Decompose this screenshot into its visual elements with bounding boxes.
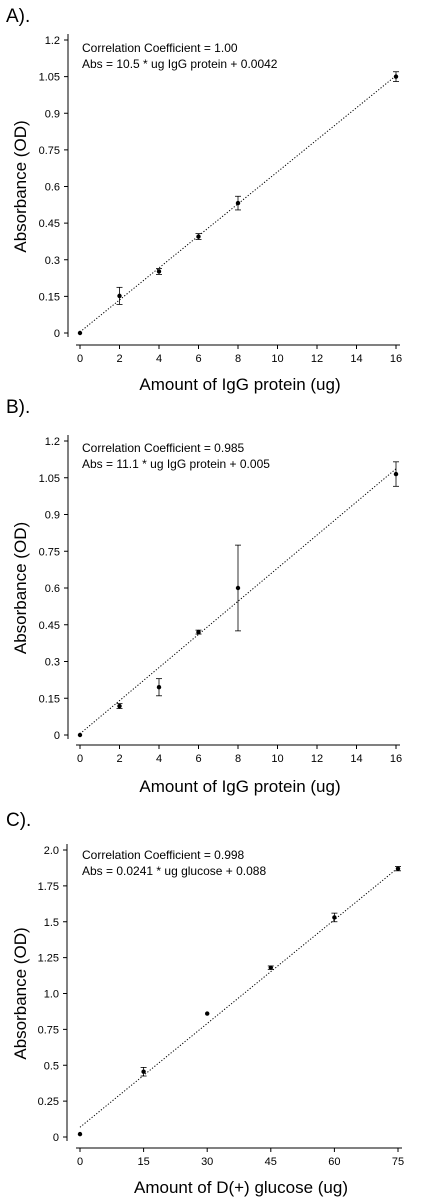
x-tick-label: 2 bbox=[116, 753, 122, 765]
y-tick-label: 0.3 bbox=[45, 255, 60, 267]
correlation-annotation: Correlation Coefficient = 0.985 bbox=[82, 441, 245, 455]
y-tick-label: 0.15 bbox=[39, 693, 60, 705]
y-tick-label: 1.2 bbox=[45, 436, 60, 448]
y-tick-label: 0.5 bbox=[44, 1060, 59, 1072]
y-tick-label: 1.5 bbox=[44, 917, 59, 929]
x-tick-label: 14 bbox=[350, 353, 362, 365]
data-point bbox=[77, 732, 83, 738]
x-tick-label: 15 bbox=[137, 1156, 149, 1168]
data-point bbox=[196, 629, 201, 635]
x-tick-label: 8 bbox=[235, 753, 241, 765]
x-tick-label: 0 bbox=[77, 753, 83, 765]
y-axis-title: Absorbance (OD) bbox=[11, 927, 30, 1059]
equation-annotation: Abs = 10.5 * ug IgG protein + 0.0042 bbox=[82, 57, 278, 71]
x-tick-label: 75 bbox=[392, 1156, 404, 1168]
x-tick-label: 10 bbox=[271, 753, 283, 765]
x-tick-label: 16 bbox=[390, 353, 402, 365]
y-tick-label: 0.45 bbox=[39, 218, 60, 230]
x-tick-label: 12 bbox=[311, 753, 323, 765]
y-tick-label: 0.25 bbox=[38, 1096, 59, 1108]
x-tick-label: 6 bbox=[195, 753, 201, 765]
y-tick-label: 1.2 bbox=[45, 35, 60, 47]
x-tick-label: 10 bbox=[271, 353, 283, 365]
data-point bbox=[268, 965, 273, 970]
x-tick-label: 12 bbox=[311, 353, 323, 365]
y-tick-label: 0.45 bbox=[39, 620, 60, 632]
data-point bbox=[156, 685, 162, 690]
data-point bbox=[196, 234, 201, 239]
data-point bbox=[77, 330, 83, 336]
y-tick-label: 0.3 bbox=[45, 657, 60, 669]
x-axis-title: Amount of IgG protein (ug) bbox=[139, 375, 340, 394]
regression-line bbox=[79, 867, 399, 1128]
y-tick-label: 0.9 bbox=[45, 108, 60, 120]
data-point bbox=[77, 1131, 83, 1137]
y-tick-label: 0 bbox=[54, 328, 60, 340]
y-tick-label: 1.05 bbox=[39, 473, 60, 485]
y-tick-label: 2.0 bbox=[44, 845, 59, 857]
y-axis-title: Absorbance (OD) bbox=[11, 120, 30, 252]
y-tick-label: 0.75 bbox=[38, 1024, 59, 1036]
y-tick-label: 1.05 bbox=[39, 72, 60, 84]
y-tick-label: 1.25 bbox=[38, 953, 59, 965]
x-tick-label: 16 bbox=[390, 753, 402, 765]
data-point bbox=[205, 1011, 210, 1016]
x-tick-label: 8 bbox=[235, 353, 241, 365]
chart-panel-1: A). 0 0.15 0.3 0.45 0.6 0.75 0.9 1.05 1.2 0 2 4 6 8 10 1… bbox=[6, 6, 402, 394]
data-point bbox=[156, 269, 162, 274]
x-tick-label: 0 bbox=[77, 1156, 83, 1168]
x-tick-label: 14 bbox=[350, 753, 362, 765]
x-tick-label: 4 bbox=[156, 353, 162, 365]
x-axis-title: Amount of D(+) glucose (ug) bbox=[134, 1178, 348, 1197]
x-axis-title: Amount of IgG protein (ug) bbox=[139, 777, 340, 796]
panel-label: C). bbox=[6, 810, 31, 831]
data-point bbox=[393, 471, 399, 477]
x-tick-label: 2 bbox=[116, 353, 122, 365]
correlation-annotation: Correlation Coefficient = 0.998 bbox=[82, 848, 245, 862]
y-tick-label: 0 bbox=[53, 1132, 59, 1144]
y-tick-label: 0.75 bbox=[39, 145, 60, 157]
x-tick-label: 0 bbox=[77, 353, 83, 365]
x-tick-label: 4 bbox=[156, 753, 162, 765]
y-tick-label: 0.75 bbox=[39, 546, 60, 558]
x-tick-label: 6 bbox=[195, 353, 201, 365]
x-tick-label: 60 bbox=[328, 1156, 340, 1168]
y-tick-label: 1.75 bbox=[38, 881, 59, 893]
x-tick-label: 45 bbox=[265, 1156, 277, 1168]
data-point bbox=[332, 915, 337, 920]
data-point bbox=[235, 585, 241, 591]
correlation-annotation: Correlation Coefficient = 1.00 bbox=[82, 41, 238, 55]
y-tick-label: 0.15 bbox=[39, 291, 60, 303]
y-tick-label: 0 bbox=[54, 730, 60, 742]
y-tick-label: 0.6 bbox=[45, 583, 60, 595]
data-point bbox=[395, 866, 401, 871]
equation-annotation: Abs = 0.0241 * ug glucose + 0.088 bbox=[82, 864, 266, 878]
chart-panel-3: C). 0 0.25 0.5 0.75 1.0 1.25 1.5 1.75 2.0 0 15 30 45 6… bbox=[6, 810, 404, 1197]
regression-line bbox=[79, 75, 397, 333]
chart-panel-2: B). 0 0.15 0.3 0.45 0.6 0.75 0.9 1.05 1.2 0 2 4 6 8 10 1… bbox=[6, 397, 402, 796]
y-tick-label: 0.9 bbox=[45, 510, 60, 522]
y-axis-title: Absorbance (OD) bbox=[11, 522, 30, 654]
data-point bbox=[141, 1069, 146, 1074]
panel-label: A). bbox=[6, 6, 30, 27]
data-point bbox=[117, 703, 122, 709]
x-tick-label: 30 bbox=[201, 1156, 213, 1168]
data-point bbox=[117, 293, 122, 299]
data-point bbox=[235, 200, 241, 206]
equation-annotation: Abs = 11.1 * ug IgG protein + 0.005 bbox=[82, 457, 270, 471]
y-tick-label: 0.6 bbox=[45, 182, 60, 194]
y-tick-label: 1.0 bbox=[44, 989, 59, 1001]
panel-label: B). bbox=[6, 397, 30, 418]
data-point bbox=[393, 74, 399, 79]
